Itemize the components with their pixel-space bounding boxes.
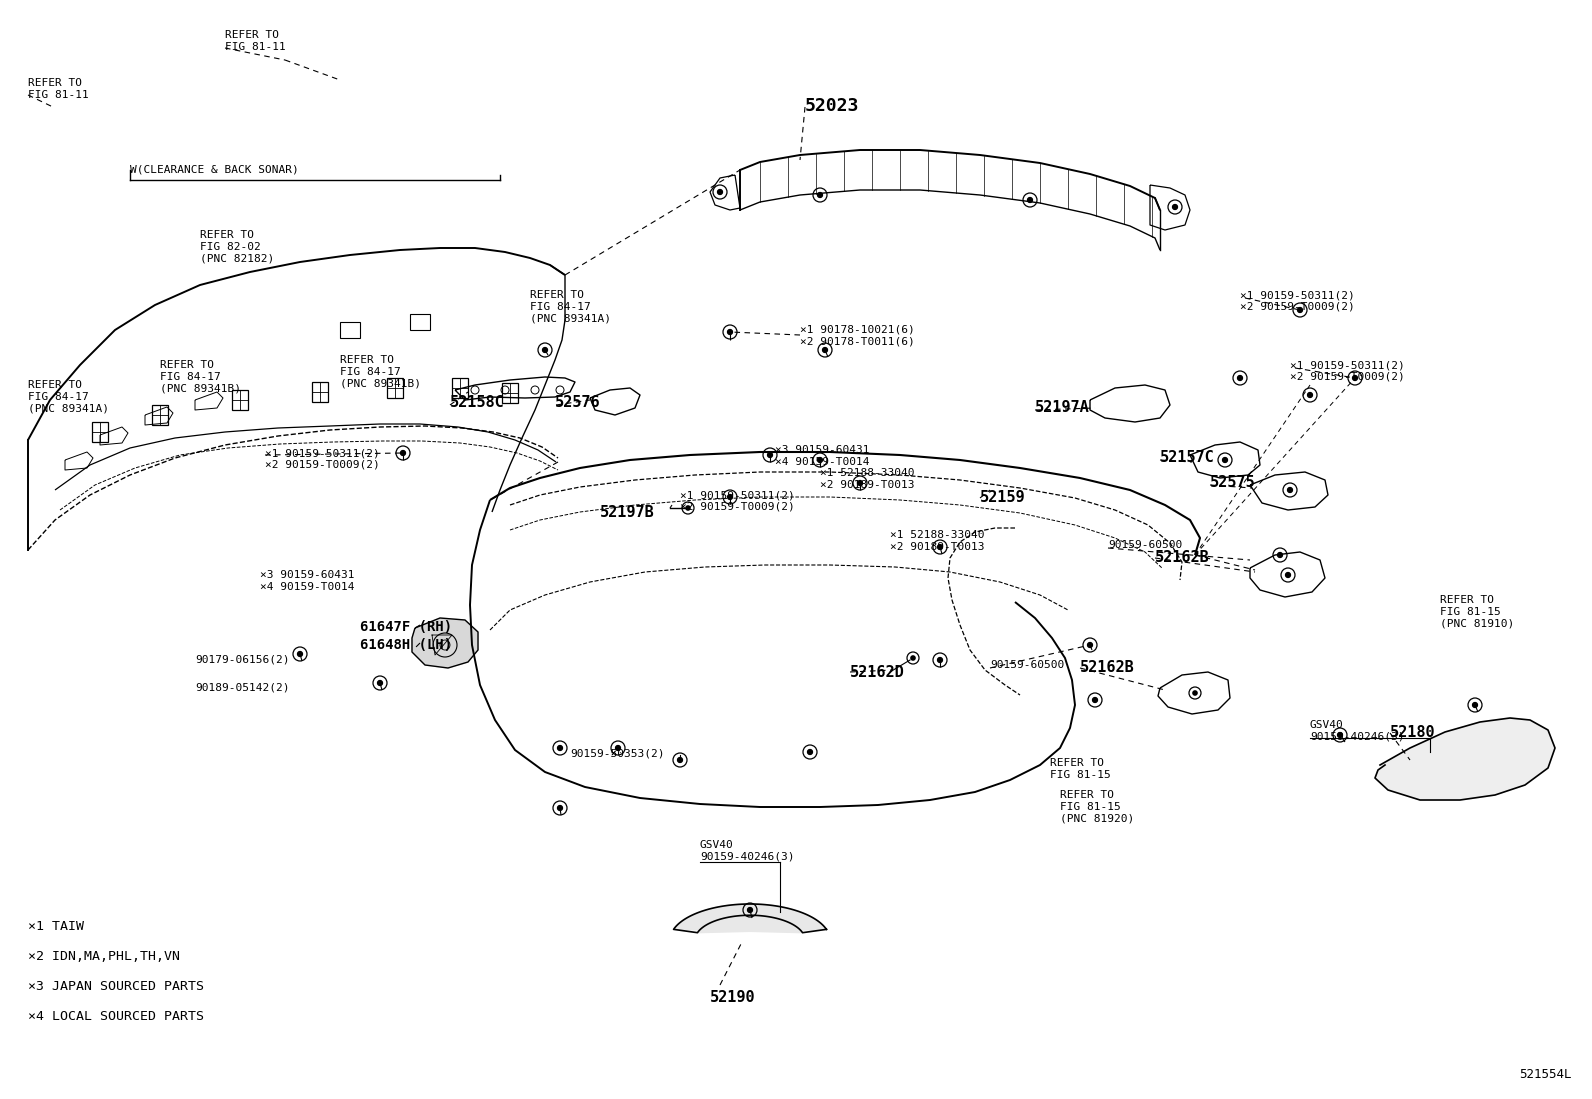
Text: REFER TO
FIG 82-02
(PNC 82182): REFER TO FIG 82-02 (PNC 82182) [201, 230, 274, 263]
Bar [232, 390, 248, 410]
Circle shape [377, 680, 382, 686]
Circle shape [858, 480, 863, 486]
Text: 52159: 52159 [981, 490, 1025, 506]
Circle shape [728, 330, 732, 334]
Circle shape [1027, 198, 1033, 202]
Circle shape [1092, 698, 1097, 702]
Text: GSV40
90159-40246(3): GSV40 90159-40246(3) [1310, 720, 1404, 742]
Circle shape [718, 189, 723, 195]
Text: 90189-05142(2): 90189-05142(2) [194, 682, 290, 692]
Text: GSV40
90159-40246(3): GSV40 90159-40246(3) [700, 840, 794, 862]
Text: 52162B: 52162B [1079, 660, 1135, 675]
Circle shape [616, 745, 621, 751]
Text: ×1 90159-50311(2)
×2 90159-T0009(2): ×1 90159-50311(2) ×2 90159-T0009(2) [264, 448, 380, 469]
Circle shape [1288, 488, 1293, 492]
Polygon shape [673, 904, 826, 933]
Text: 52158C: 52158C [451, 395, 505, 410]
Circle shape [938, 544, 942, 550]
Circle shape [807, 750, 812, 754]
Circle shape [1087, 643, 1092, 647]
Circle shape [1337, 733, 1342, 737]
Circle shape [818, 457, 823, 463]
Text: ×3 90159-60431
×4 90159-T0014: ×3 90159-60431 ×4 90159-T0014 [775, 445, 869, 467]
Text: 52162B: 52162B [1156, 550, 1210, 565]
Text: REFER TO
FIG 81-15
(PNC 81920): REFER TO FIG 81-15 (PNC 81920) [1060, 790, 1134, 823]
Text: REFER TO
FIG 81-11: REFER TO FIG 81-11 [224, 30, 285, 52]
Text: ×1 90159-50311(2)
×2 90159-T0009(2): ×1 90159-50311(2) ×2 90159-T0009(2) [680, 490, 794, 512]
Text: 52575: 52575 [1210, 475, 1256, 490]
Circle shape [1286, 573, 1291, 577]
Text: 61647F (RH): 61647F (RH) [360, 620, 452, 634]
Text: REFER TO
FIG 84-17
(PNC 89341A): REFER TO FIG 84-17 (PNC 89341A) [29, 380, 108, 413]
Circle shape [401, 451, 406, 455]
Bar [151, 406, 169, 425]
Text: REFER TO
FIG 81-15
(PNC 81910): REFER TO FIG 81-15 (PNC 81910) [1441, 595, 1514, 629]
Bar [341, 322, 360, 338]
Text: W(CLEARANCE & BACK SONAR): W(CLEARANCE & BACK SONAR) [131, 165, 299, 175]
Circle shape [1192, 691, 1197, 695]
Text: ×4 LOCAL SOURCED PARTS: ×4 LOCAL SOURCED PARTS [29, 1010, 204, 1023]
Text: 61648H (LH): 61648H (LH) [360, 639, 452, 652]
Text: 521554L: 521554L [1519, 1068, 1571, 1081]
Circle shape [767, 453, 772, 457]
Text: ×3 JAPAN SOURCED PARTS: ×3 JAPAN SOURCED PARTS [29, 980, 204, 993]
Text: 52576: 52576 [556, 395, 600, 410]
Text: REFER TO
FIG 84-17
(PNC 89341A): REFER TO FIG 84-17 (PNC 89341A) [530, 290, 611, 323]
Bar [312, 382, 328, 402]
Circle shape [543, 347, 548, 353]
Text: 52180: 52180 [1390, 725, 1436, 740]
Circle shape [748, 908, 753, 912]
Text: ×1 90178-10021(6)
×2 90178-T0011(6): ×1 90178-10021(6) ×2 90178-T0011(6) [801, 325, 915, 346]
Text: 52162D: 52162D [850, 665, 904, 680]
Circle shape [1473, 702, 1477, 708]
Circle shape [818, 192, 823, 198]
Text: ×1 90159-50311(2)
×2 90159-T0009(2): ×1 90159-50311(2) ×2 90159-T0009(2) [1290, 360, 1404, 381]
Bar [92, 422, 108, 442]
Text: ×1 TAIW: ×1 TAIW [29, 920, 84, 933]
Bar [501, 382, 517, 403]
Circle shape [1237, 376, 1242, 380]
Bar [411, 314, 430, 330]
Polygon shape [412, 618, 478, 668]
Text: REFER TO
FIG 81-11: REFER TO FIG 81-11 [29, 78, 89, 100]
Text: REFER TO
FIG 81-15: REFER TO FIG 81-15 [1051, 758, 1111, 779]
Circle shape [1353, 376, 1358, 380]
Circle shape [557, 806, 562, 810]
Circle shape [1307, 392, 1312, 398]
Bar [387, 378, 403, 398]
Circle shape [823, 347, 828, 353]
Text: 52023: 52023 [806, 97, 860, 115]
Text: ×1 90159-50311(2)
×2 90159-T0009(2): ×1 90159-50311(2) ×2 90159-T0009(2) [1240, 290, 1355, 312]
Text: REFER TO
FIG 84-17
(PNC 89341B): REFER TO FIG 84-17 (PNC 89341B) [341, 355, 420, 388]
Circle shape [911, 656, 915, 660]
Text: ×1 52188-33040
×2 90189-T0013: ×1 52188-33040 ×2 90189-T0013 [820, 468, 914, 489]
Text: REFER TO
FIG 84-17
(PNC 89341B): REFER TO FIG 84-17 (PNC 89341B) [161, 360, 240, 393]
Text: ×1 52188-33040
×2 90189-T0013: ×1 52188-33040 ×2 90189-T0013 [890, 530, 984, 552]
Circle shape [1297, 308, 1302, 312]
Text: 52197A: 52197A [1035, 400, 1091, 415]
Text: ×2 IDN,MA,PHL,TH,VN: ×2 IDN,MA,PHL,TH,VN [29, 950, 180, 963]
Circle shape [1173, 204, 1178, 210]
Circle shape [298, 652, 302, 656]
Text: ×3 90159-60431
×4 90159-T0014: ×3 90159-60431 ×4 90159-T0014 [259, 570, 355, 591]
Circle shape [686, 506, 689, 510]
Circle shape [728, 495, 732, 499]
Circle shape [557, 745, 562, 751]
Circle shape [938, 657, 942, 663]
Circle shape [1277, 553, 1283, 557]
Polygon shape [1375, 718, 1555, 800]
Circle shape [1223, 457, 1227, 463]
Text: 52197B: 52197B [600, 506, 654, 520]
Text: 90179-06156(2): 90179-06156(2) [194, 655, 290, 665]
Bar [452, 378, 468, 398]
Circle shape [678, 757, 683, 763]
Text: 52190: 52190 [710, 990, 756, 1004]
Text: 90159-60500: 90159-60500 [1108, 540, 1183, 550]
Text: 90159-50353(2): 90159-50353(2) [570, 748, 664, 758]
Text: 90159-60500: 90159-60500 [990, 660, 1063, 670]
Text: 52157C: 52157C [1161, 449, 1215, 465]
